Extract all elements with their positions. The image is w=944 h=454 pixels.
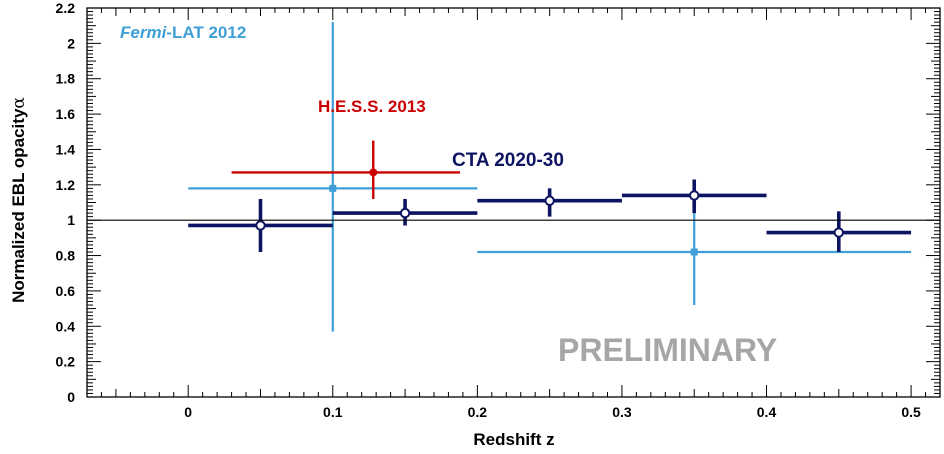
x-tick-label: 0.3	[612, 404, 632, 420]
y-tick-label: 1.8	[56, 71, 76, 87]
series-2	[188, 179, 912, 253]
series-0	[188, 22, 912, 332]
series-label-hess: H.E.S.S. 2013	[318, 97, 426, 116]
x-tick-label: 0	[184, 404, 192, 420]
x-tick-label: 0.4	[757, 404, 777, 420]
data-point-open-circle	[255, 220, 266, 231]
axis-labels: Redshift z Normalized EBL opacityα	[9, 97, 555, 449]
y-tick-label: 0	[67, 389, 75, 405]
y-axis-title: Normalized EBL opacityα	[9, 97, 29, 303]
y-tick-label: 0.6	[56, 283, 76, 299]
y-tick-label: 0.4	[56, 318, 76, 334]
y-tick-label: 1.2	[56, 177, 76, 193]
data-point-open-circle	[689, 190, 700, 201]
x-tick-label: 0.2	[468, 404, 488, 420]
y-axis-title-symbol: α	[9, 97, 29, 109]
x-tick-label: 0.5	[901, 404, 921, 420]
data-point-open-circle	[833, 227, 844, 238]
x-axis-title: Redshift z	[473, 430, 554, 449]
y-tick-label: 1.4	[56, 141, 76, 157]
series-label-fermi-italic: Fermi	[120, 23, 168, 42]
series-labels: Fermi-LAT 2012 H.E.S.S. 2013 CTA 2020-30	[120, 23, 564, 171]
y-tick-label: 2.2	[56, 0, 76, 16]
y-tick-label: 0.8	[56, 248, 76, 264]
series-label-fermi: Fermi-LAT 2012	[120, 23, 246, 42]
data-point-square	[329, 184, 337, 192]
y-tick-label: 2	[67, 35, 75, 51]
data-marks	[188, 22, 912, 332]
x-tick-label: 0.1	[323, 404, 343, 420]
y-tick-label: 0.2	[56, 354, 76, 370]
preliminary-watermark: PRELIMINARY	[558, 332, 777, 368]
y-tick-label: 1	[67, 212, 75, 228]
data-point-square	[690, 248, 698, 256]
series-1	[231, 140, 461, 199]
data-point-open-circle	[544, 195, 555, 206]
y-axis-title-text: Normalized EBL opacity	[9, 108, 28, 303]
data-point-open-circle	[399, 207, 411, 219]
series-label-fermi-rest: -LAT 2012	[166, 23, 246, 42]
y-tick-label: 1.6	[56, 106, 76, 122]
series-label-cta: CTA 2020-30	[452, 150, 564, 171]
data-point-circle	[369, 168, 378, 177]
axis-ticks: 0 0.1 0.2 0.3 0.4 0.5 0 0.2 0.4 0.6 0.8 1 1.2 1.4 1.6 1…	[56, 0, 941, 420]
